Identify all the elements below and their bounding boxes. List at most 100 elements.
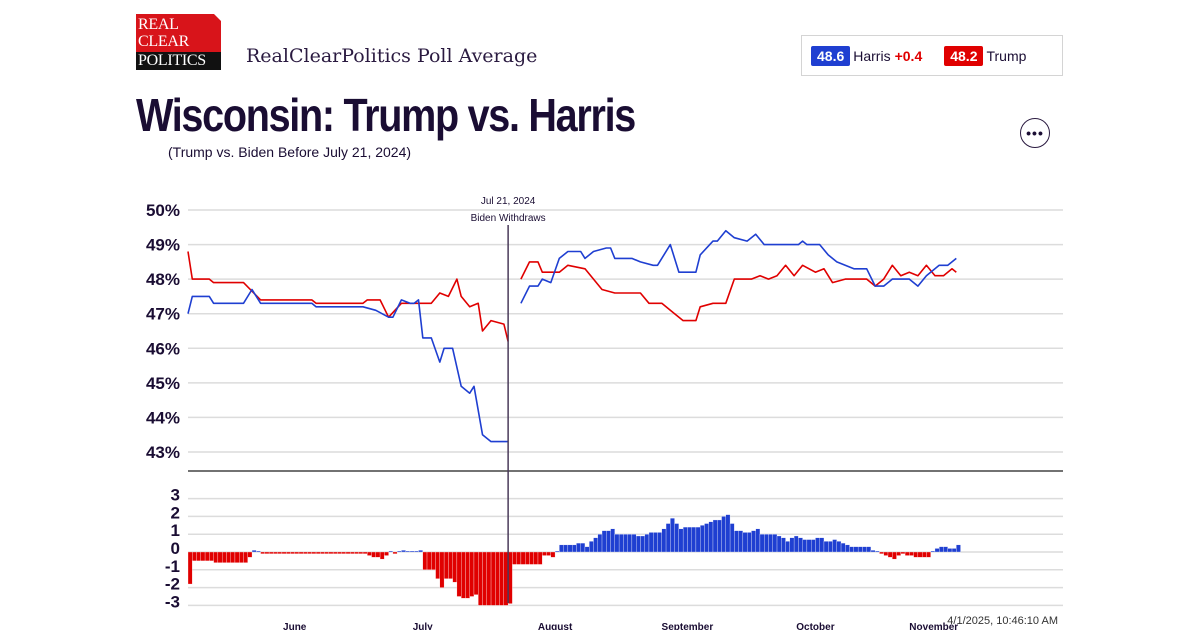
spread-bar <box>648 532 654 553</box>
logo-line-1: REAL <box>138 16 179 33</box>
spread-bar <box>853 546 859 553</box>
chart-note: (Trump vs. Biden Before July 21, 2024) <box>168 144 412 160</box>
spread-bar <box>815 537 820 553</box>
spread-bar <box>721 516 726 553</box>
spread-bar <box>742 532 748 553</box>
spread-bar <box>875 550 880 553</box>
spread-bar <box>187 551 193 585</box>
spread-bar <box>379 551 385 560</box>
spread-bar <box>546 551 551 556</box>
spread-bar <box>567 544 573 553</box>
spread-bar <box>725 514 731 553</box>
spread-bar <box>704 523 709 553</box>
spread-tick-label: 2 <box>171 503 180 522</box>
spread-bar <box>802 539 808 553</box>
spread-bar <box>435 551 440 579</box>
ellipsis-icon: ••• <box>1026 125 1044 141</box>
spread-bar <box>819 537 825 553</box>
spread-bar <box>311 551 317 554</box>
spread-bar <box>682 526 688 553</box>
spread-tick-label: -3 <box>165 592 180 611</box>
spread-bar <box>315 551 321 554</box>
spread-bar <box>388 550 394 553</box>
rcp-logo[interactable]: REAL CLEAR POLITICS <box>136 14 221 70</box>
spread-bar <box>426 551 432 570</box>
spread-bar <box>486 551 492 606</box>
spread-bar <box>904 551 910 556</box>
harris-line <box>187 288 509 443</box>
spread-bar <box>537 551 543 565</box>
spread-bar <box>525 551 530 565</box>
spread-bar <box>951 548 957 553</box>
spread-bar <box>644 534 650 553</box>
spread-bar <box>939 546 944 553</box>
spread-bar <box>836 541 842 553</box>
spread-bar <box>580 542 586 553</box>
spread-bar <box>392 551 398 554</box>
spread-bar <box>512 551 517 565</box>
spread-bar <box>490 551 496 606</box>
spread-bar <box>687 526 692 553</box>
trump-value-badge: 48.2 <box>944 45 984 66</box>
spread-bar <box>870 550 876 553</box>
spread-bar <box>358 551 364 554</box>
spread-bar <box>230 551 236 563</box>
spread-bar <box>576 542 581 553</box>
spread-bar <box>563 544 569 553</box>
harris-value-badge: 48.6 <box>811 45 851 66</box>
spread-bar <box>204 551 210 562</box>
spread-tick-label: -2 <box>165 575 180 594</box>
spread-bar <box>674 523 680 553</box>
spread-bar <box>593 537 598 553</box>
spread-bar <box>789 537 795 553</box>
spread-bar <box>700 525 705 553</box>
spread-bar <box>917 551 923 558</box>
spread-bar <box>887 551 893 558</box>
spread-bar <box>798 537 803 553</box>
spread-bar <box>806 539 812 553</box>
logo-line-3: POLITICS <box>138 52 206 69</box>
spread-bar <box>554 550 560 553</box>
harris-label: Harris <box>853 47 891 64</box>
spread-bar <box>448 551 453 579</box>
spread-bar <box>495 551 500 606</box>
spread-bar <box>759 534 765 553</box>
spread-bar <box>431 551 436 570</box>
spread-bar <box>832 539 837 553</box>
spread-bar <box>499 551 505 606</box>
spread-bar <box>324 551 330 554</box>
spread-bar <box>862 546 867 553</box>
spread-bar <box>956 544 961 553</box>
spread-bar <box>303 551 308 554</box>
spread-bar <box>443 551 449 579</box>
spread-bar <box>264 551 270 554</box>
spread-bar <box>734 530 739 553</box>
y-tick-label: 48% <box>146 270 180 289</box>
spread-bar <box>478 551 483 606</box>
spread-bar <box>234 551 240 563</box>
spread-tick-label: 1 <box>171 521 180 540</box>
more-options-button[interactable]: ••• <box>1020 118 1050 148</box>
spread-bar <box>307 551 312 554</box>
trump-label: Trump <box>986 47 1027 64</box>
spread-bar <box>793 535 799 553</box>
brand-subtitle: RealClearPolitics Poll Average <box>246 45 538 67</box>
spread-bar <box>550 551 556 558</box>
spread-bar <box>221 551 227 563</box>
spread-bar <box>396 550 402 553</box>
spread-bar <box>192 551 197 562</box>
spread-bar <box>661 528 667 553</box>
x-tick-label: June <box>283 622 307 630</box>
y-tick-label: 50% <box>146 201 180 220</box>
spread-bar <box>879 551 884 554</box>
y-tick-label: 43% <box>146 443 180 462</box>
spread-bar <box>332 551 338 554</box>
spread-bar <box>653 532 658 553</box>
spread-bar <box>883 551 889 556</box>
spread-bar <box>606 530 611 553</box>
spread-bar <box>217 551 223 563</box>
spread-bar <box>371 551 376 558</box>
spread-bar <box>921 551 927 558</box>
spread-bar <box>811 539 816 553</box>
